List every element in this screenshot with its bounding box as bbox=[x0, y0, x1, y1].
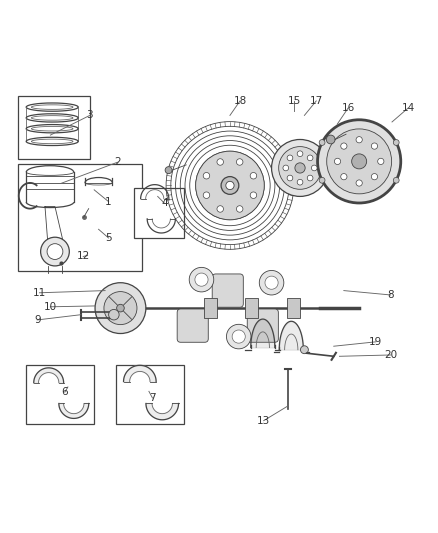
Text: 10: 10 bbox=[44, 302, 57, 312]
Bar bbox=[18, 164, 142, 271]
Circle shape bbox=[189, 268, 214, 292]
Circle shape bbox=[104, 292, 137, 325]
Circle shape bbox=[327, 129, 392, 194]
Circle shape bbox=[226, 181, 234, 190]
Circle shape bbox=[283, 165, 289, 171]
Circle shape bbox=[307, 155, 313, 161]
Circle shape bbox=[371, 174, 378, 180]
Polygon shape bbox=[124, 365, 156, 382]
Circle shape bbox=[195, 273, 208, 286]
Circle shape bbox=[356, 136, 362, 143]
Circle shape bbox=[217, 159, 223, 165]
Bar bbox=[18, 96, 90, 159]
Bar bbox=[287, 298, 300, 318]
Bar bbox=[134, 188, 184, 238]
Text: 17: 17 bbox=[310, 96, 323, 106]
Circle shape bbox=[319, 177, 325, 183]
Circle shape bbox=[300, 346, 308, 354]
Circle shape bbox=[272, 140, 328, 197]
Circle shape bbox=[250, 192, 257, 198]
Circle shape bbox=[378, 158, 384, 165]
Circle shape bbox=[196, 151, 264, 220]
Circle shape bbox=[307, 175, 313, 181]
Text: 13: 13 bbox=[257, 416, 270, 426]
Circle shape bbox=[237, 159, 243, 165]
Text: 8: 8 bbox=[387, 290, 394, 300]
Polygon shape bbox=[34, 368, 64, 383]
Text: 9: 9 bbox=[34, 315, 41, 325]
Circle shape bbox=[259, 270, 284, 295]
Circle shape bbox=[250, 173, 257, 179]
Circle shape bbox=[279, 147, 321, 189]
Text: 15: 15 bbox=[288, 96, 301, 106]
Circle shape bbox=[371, 143, 378, 149]
Text: 7: 7 bbox=[149, 393, 156, 403]
Text: 19: 19 bbox=[369, 337, 382, 347]
Circle shape bbox=[295, 163, 305, 173]
Circle shape bbox=[318, 120, 401, 203]
Polygon shape bbox=[146, 403, 179, 420]
Circle shape bbox=[319, 140, 325, 146]
Text: 16: 16 bbox=[342, 103, 355, 113]
Circle shape bbox=[47, 244, 63, 260]
Circle shape bbox=[109, 310, 119, 320]
Text: 20: 20 bbox=[384, 350, 397, 360]
Text: 18: 18 bbox=[233, 96, 247, 106]
Bar bbox=[116, 365, 184, 424]
Circle shape bbox=[203, 173, 210, 179]
Text: 1: 1 bbox=[105, 197, 112, 207]
Text: 2: 2 bbox=[114, 157, 121, 167]
Circle shape bbox=[297, 179, 303, 185]
Circle shape bbox=[232, 330, 245, 343]
Circle shape bbox=[326, 135, 335, 144]
Circle shape bbox=[287, 175, 293, 181]
Circle shape bbox=[265, 276, 278, 289]
Circle shape bbox=[217, 206, 223, 212]
Circle shape bbox=[165, 167, 172, 174]
Polygon shape bbox=[59, 403, 89, 418]
Circle shape bbox=[203, 192, 210, 198]
Circle shape bbox=[95, 282, 146, 334]
Text: 14: 14 bbox=[402, 103, 415, 113]
Circle shape bbox=[41, 237, 69, 266]
Circle shape bbox=[311, 165, 317, 171]
Circle shape bbox=[287, 155, 293, 161]
Text: 6: 6 bbox=[61, 387, 68, 397]
Circle shape bbox=[117, 304, 124, 312]
Circle shape bbox=[237, 206, 243, 212]
Circle shape bbox=[341, 143, 347, 149]
FancyBboxPatch shape bbox=[212, 274, 244, 307]
Text: 11: 11 bbox=[33, 288, 46, 298]
Circle shape bbox=[356, 180, 362, 186]
Circle shape bbox=[341, 174, 347, 180]
Bar bbox=[204, 298, 217, 318]
Circle shape bbox=[393, 140, 399, 146]
Bar bbox=[245, 298, 258, 318]
Bar bbox=[26, 365, 94, 424]
Text: 4: 4 bbox=[161, 198, 168, 208]
Text: 12: 12 bbox=[77, 252, 90, 261]
Text: 5: 5 bbox=[105, 233, 112, 243]
Circle shape bbox=[226, 324, 251, 349]
Circle shape bbox=[334, 158, 341, 165]
Circle shape bbox=[352, 154, 367, 169]
Circle shape bbox=[221, 176, 239, 195]
Circle shape bbox=[393, 177, 399, 183]
FancyBboxPatch shape bbox=[177, 309, 208, 342]
FancyBboxPatch shape bbox=[247, 309, 279, 342]
Circle shape bbox=[297, 151, 303, 157]
Text: 3: 3 bbox=[86, 110, 93, 120]
